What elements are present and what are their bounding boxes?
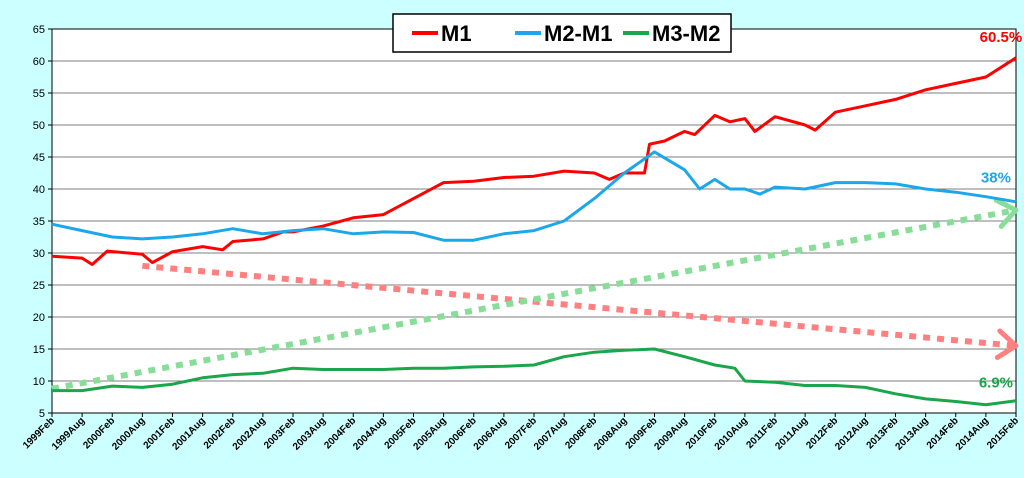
annotations: 60.5% 38% 6.9% [979, 29, 1022, 392]
y-tick-label: 55 [33, 88, 45, 100]
x-tick-label: 2010Aug [713, 415, 750, 452]
trend-arrow-head [993, 197, 1019, 229]
legend: M1 M2-M1 M3-M2 [392, 13, 732, 53]
gridlines [52, 60, 1016, 382]
y-tick-label: 25 [33, 280, 45, 292]
series-line-m3-m2 [52, 347, 1017, 407]
end-value-label: 38% [981, 170, 1011, 187]
x-tick-label: 2000Aug [110, 415, 147, 452]
trend-arrow-head [994, 328, 1019, 360]
y-tick-label: 65 [33, 24, 45, 36]
x-tick-label: 2014Aug [954, 415, 991, 452]
declining-trend-arrow [142, 262, 1019, 360]
trend-arrows [51, 197, 1019, 392]
data-series [51, 56, 1017, 407]
rising-trend-arrow [51, 197, 1019, 392]
x-tick-label: 2007Aug [532, 415, 569, 452]
x-tick-label: 2004Aug [351, 415, 388, 452]
y-tick-label: 35 [33, 216, 45, 228]
y-tick-label: 15 [33, 344, 45, 356]
legend-label: M1 [441, 21, 472, 46]
legend-entry: M2-M1 [515, 21, 612, 46]
y-tick-label: 30 [33, 248, 45, 260]
x-tick-label: 2002Aug [231, 415, 268, 452]
y-tick-label: 50 [33, 120, 45, 132]
x-tick-label: 2006Aug [472, 415, 509, 452]
legend-box [392, 13, 732, 53]
x-tick-label: 2001Aug [170, 415, 207, 452]
x-tick-label: 2005Aug [411, 415, 448, 452]
y-tick-label: 60 [33, 56, 45, 68]
x-tick-label: 2009Aug [652, 415, 689, 452]
x-tick-label: 2011Aug [773, 415, 810, 452]
y-tick-label: 45 [33, 152, 45, 164]
x-tick-label: 2008Aug [592, 415, 629, 452]
legend-label: M3-M2 [652, 21, 720, 46]
x-tick-label: 2013Aug [893, 415, 930, 452]
end-value-label: 60.5% [980, 29, 1023, 46]
trend-arrow-line [51, 207, 1017, 392]
legend-label: M2-M1 [544, 21, 612, 46]
y-tick-label: 5 [39, 408, 45, 420]
x-tick-label: 1999Aug [50, 415, 87, 452]
x-tick-label: 2015Feb [985, 415, 1021, 451]
trend-arrow-line [142, 262, 1017, 349]
x-axis-ticks: 1999Feb1999Aug2000Feb2000Aug2001Feb2001A… [21, 413, 1021, 453]
end-value-label: 6.9% [979, 374, 1013, 391]
legend-entry: M1 [412, 21, 472, 46]
x-tick-label: 2003Aug [291, 415, 328, 452]
y-tick-label: 40 [33, 184, 45, 196]
y-tick-label: 20 [33, 312, 45, 324]
series-line-m1 [51, 56, 1017, 266]
series-line-m2-m1 [51, 150, 1017, 242]
legend-entry: M3-M2 [623, 21, 720, 46]
x-tick-label: 2012Aug [833, 415, 870, 452]
y-tick-label: 10 [33, 376, 45, 388]
y-axis-ticks: 5 10 15 20 25 30 35 40 45 50 55 60 65 [33, 24, 52, 420]
